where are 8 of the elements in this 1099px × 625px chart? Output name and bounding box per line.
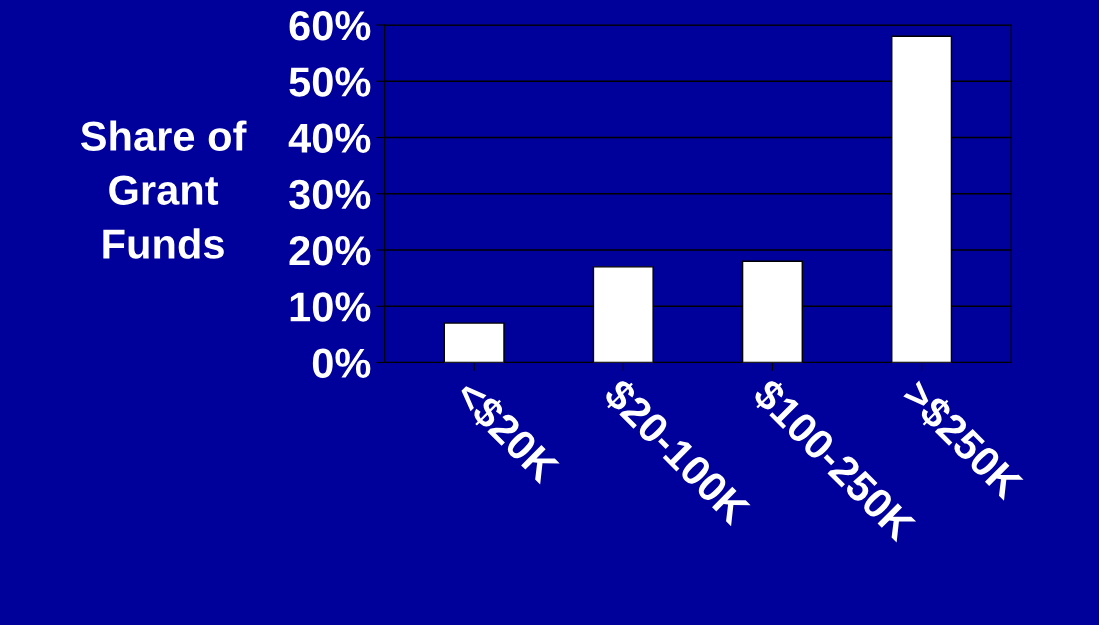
y-tick-label: 20% [289,236,371,266]
y-tick-label: 60% [289,11,371,41]
y-tick-label: 30% [289,179,371,210]
y-tick-label: 10% [290,292,371,322]
y-tick-label: 50% [289,67,371,97]
y-tick-label: 40% [288,123,371,154]
y-axis-title: Share of Grant Funds [80,120,247,259]
y-tick-label: 0% [312,348,371,379]
